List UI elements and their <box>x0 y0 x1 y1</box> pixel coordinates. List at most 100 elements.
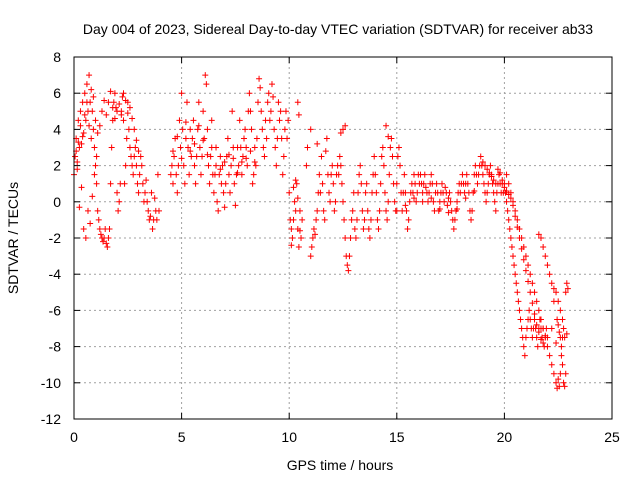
data-point <box>507 195 514 202</box>
data-point <box>298 235 305 241</box>
data-point <box>131 126 138 133</box>
data-point <box>264 99 271 106</box>
data-point <box>451 216 458 223</box>
data-point <box>105 235 112 241</box>
data-point <box>94 130 101 137</box>
data-point <box>503 198 510 205</box>
data-point <box>236 117 243 124</box>
data-point <box>80 225 87 232</box>
data-point <box>557 307 564 314</box>
data-point <box>82 235 89 241</box>
data-point <box>200 137 207 144</box>
data-point <box>109 104 116 111</box>
data-point <box>92 162 99 169</box>
x-tick-labels: 0 5 10 15 20 25 <box>70 429 620 445</box>
data-point <box>515 298 522 305</box>
data-point <box>249 180 256 187</box>
data-point <box>129 115 136 122</box>
data-point <box>520 256 527 263</box>
data-point <box>239 153 246 160</box>
data-point <box>556 329 563 336</box>
data-point <box>319 180 326 187</box>
data-point <box>308 244 315 251</box>
data-point <box>376 207 383 214</box>
data-point <box>507 235 514 241</box>
data-point <box>76 204 83 211</box>
data-point <box>433 180 440 187</box>
data-point <box>270 93 277 100</box>
data-point <box>237 144 244 151</box>
data-point <box>561 383 568 390</box>
data-point <box>563 280 570 287</box>
data-point <box>488 173 495 180</box>
data-point <box>279 171 286 178</box>
data-point <box>182 135 189 142</box>
data-point <box>83 99 90 106</box>
data-point <box>130 171 137 178</box>
data-point <box>81 90 88 97</box>
data-point <box>178 90 185 97</box>
data-point <box>505 216 512 223</box>
data-point <box>238 171 245 178</box>
data-point <box>527 271 534 278</box>
data-point <box>111 90 118 97</box>
data-point <box>482 162 489 169</box>
data-point <box>251 144 258 151</box>
data-point <box>210 189 217 196</box>
data-point <box>359 207 366 214</box>
data-point <box>81 111 88 118</box>
data-point <box>304 144 311 151</box>
data-point <box>75 139 82 146</box>
data-point <box>550 298 557 305</box>
data-point <box>562 370 569 377</box>
y-tick-label: -4 <box>49 266 62 282</box>
data-point <box>393 180 400 187</box>
data-point <box>227 189 234 196</box>
data-point <box>78 140 85 147</box>
data-point <box>288 242 295 249</box>
data-point <box>188 153 195 160</box>
data-point <box>193 153 200 160</box>
data-point <box>491 198 498 205</box>
data-point <box>254 99 261 106</box>
data-point <box>353 216 360 223</box>
data-point <box>169 180 176 187</box>
data-point <box>126 144 133 151</box>
data-point <box>219 162 226 169</box>
data-point <box>176 117 183 124</box>
data-point <box>531 311 538 318</box>
data-point <box>217 153 224 160</box>
data-point <box>228 162 235 169</box>
data-point <box>537 336 544 343</box>
x-tick-label: 15 <box>389 429 405 445</box>
data-point <box>542 253 549 260</box>
data-point <box>191 162 198 169</box>
data-point <box>349 207 356 214</box>
data-point <box>133 137 140 144</box>
data-point <box>395 144 402 151</box>
x-tick-label: 0 <box>70 429 78 445</box>
data-point <box>562 289 569 296</box>
y-tick-labels: -12 -10 -8 -6 -4 -2 0 2 4 6 8 <box>41 49 61 427</box>
data-point <box>122 162 129 169</box>
data-point <box>277 108 284 115</box>
data-point <box>115 207 122 214</box>
data-point <box>91 171 98 178</box>
data-point <box>501 184 508 191</box>
y-tick-label: 4 <box>53 121 61 137</box>
data-point <box>98 108 105 115</box>
data-point <box>441 198 448 205</box>
data-point <box>190 117 197 124</box>
data-point <box>183 99 190 106</box>
data-point <box>468 216 475 223</box>
data-point <box>388 135 395 142</box>
y-tick-label: -2 <box>49 230 62 246</box>
data-point <box>464 180 471 187</box>
data-point <box>422 184 429 191</box>
data-point <box>393 207 400 214</box>
data-point <box>174 189 181 196</box>
data-point <box>357 162 364 169</box>
data-point <box>346 253 353 260</box>
x-tick-label: 10 <box>281 429 297 445</box>
